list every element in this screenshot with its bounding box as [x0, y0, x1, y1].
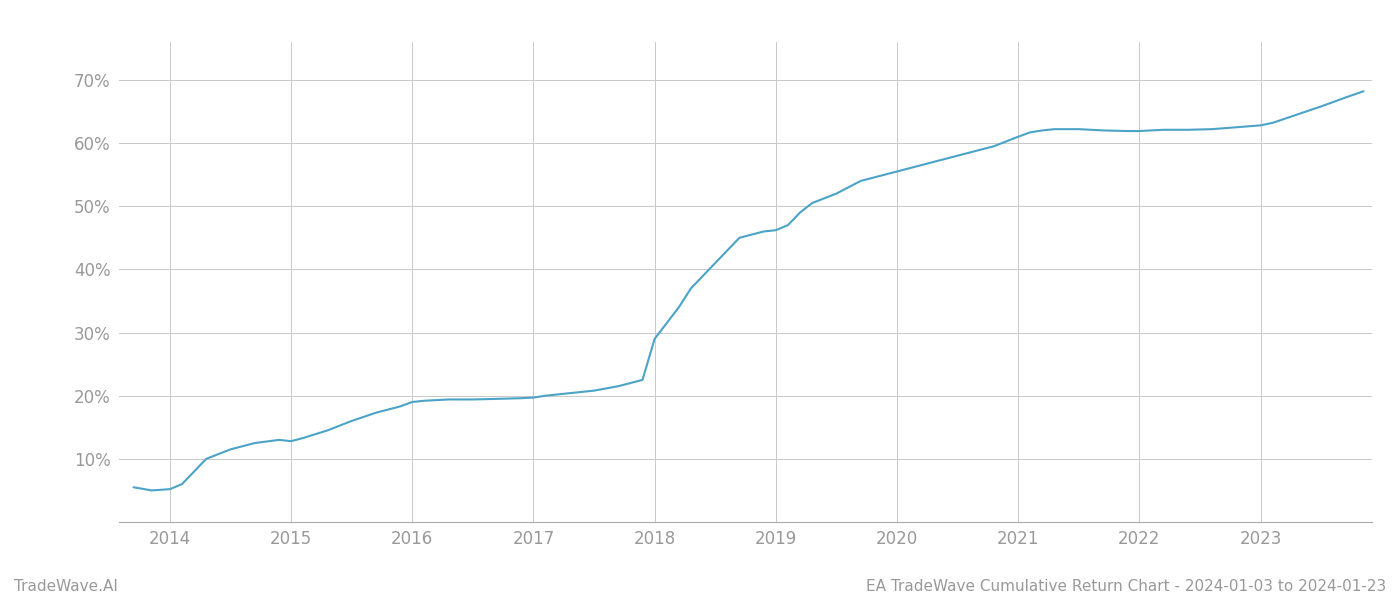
Text: TradeWave.AI: TradeWave.AI	[14, 579, 118, 594]
Text: EA TradeWave Cumulative Return Chart - 2024-01-03 to 2024-01-23: EA TradeWave Cumulative Return Chart - 2…	[865, 579, 1386, 594]
